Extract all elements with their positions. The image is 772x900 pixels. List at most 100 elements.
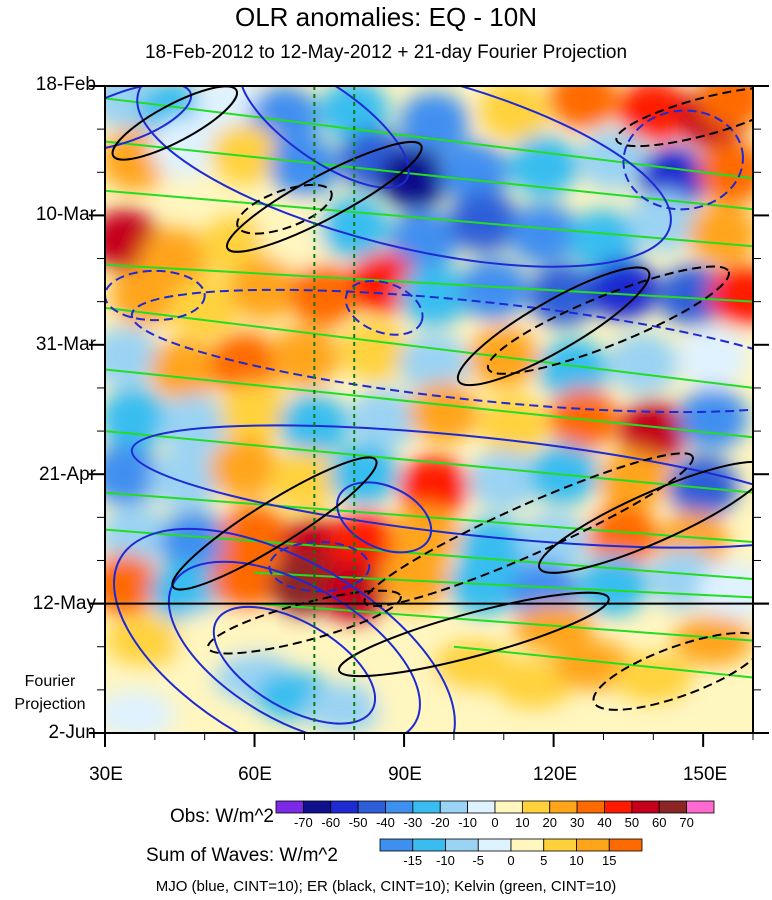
obs-colorbar-swatch: [275, 800, 304, 814]
obs-anomaly-cell: [608, 332, 679, 395]
obs-anomaly-cell: [149, 449, 220, 512]
obs-anomaly-cell: [289, 264, 360, 327]
obs-colorbar-swatch: [439, 800, 469, 814]
obs-anomaly-cell: [618, 86, 689, 142]
kelvin-contour: [105, 528, 753, 580]
er-contour: [236, 183, 333, 235]
kelvin-contour: [105, 263, 753, 303]
y-tick-label: 21-Apr: [38, 464, 96, 485]
obs-colorbar-swatch: [357, 800, 386, 814]
obs-anomaly-cell: [105, 443, 160, 506]
obs-colorbar-swatch: [658, 800, 688, 814]
obs-colorbar-tick-label: -50: [349, 815, 368, 830]
obs-anomaly-cell: [219, 381, 290, 444]
obs-anomaly-cell: [259, 203, 330, 265]
wave-anomaly-cell: [304, 683, 385, 733]
obs-colorbar-tick-label: 70: [679, 815, 693, 830]
obs-colorbar-swatch: [494, 800, 523, 814]
obs-colorbar-swatch: [686, 800, 715, 814]
obs-anomaly-cell: [159, 511, 230, 573]
er-contour: [486, 265, 730, 375]
y-tick-label: 12-May: [32, 593, 96, 614]
wave-anomaly-cell: [613, 652, 694, 703]
obs-anomaly-cell: [105, 387, 170, 450]
obs-anomaly-cell: [678, 326, 749, 388]
plot-border: [104, 85, 754, 734]
obs-anomaly-cell: [508, 203, 579, 265]
kelvin-contour: [453, 645, 753, 679]
obs-anomaly-cell: [149, 560, 220, 623]
obs-colorbar-swatch: [604, 800, 633, 814]
waves-colorbar-tick-label: -15: [403, 853, 422, 868]
mjo-contour: [105, 86, 193, 152]
obs-anomaly-cell: [618, 400, 689, 462]
mjo-contour: [130, 424, 753, 549]
obs-anomaly-cell: [339, 320, 410, 382]
x-tick-label: 150E: [682, 764, 728, 785]
y-tick-label: 18-Feb: [35, 74, 96, 95]
obs-anomaly-cell: [528, 264, 599, 327]
obs-anomaly-cell: [578, 554, 649, 616]
y-tick-label: 2-Jun: [48, 722, 96, 743]
waves-colorbar-tick-label: 0: [507, 853, 514, 868]
mjo-contour: [167, 560, 421, 733]
obs-anomaly-cell: [478, 394, 549, 456]
obs-anomaly-cell: [448, 190, 519, 253]
waves-colorbar-swatch: [608, 838, 643, 852]
obs-anomaly-cell: [105, 505, 170, 567]
obs-colorbar-swatch: [521, 800, 551, 814]
obs-colorbar-swatch: [330, 800, 359, 814]
obs-colorbar: -70 -60 -50 -40 -30 -20 -10 0 10 20 30 40 50 60 70: [275, 800, 715, 830]
waves-colorbar-swatch: [477, 838, 512, 852]
obs-colorbar-swatch: [412, 800, 441, 814]
x-tick-label: 60E: [238, 764, 272, 785]
wave-anomaly-cell: [673, 615, 753, 666]
obs-colorbar-tick-label: -40: [376, 815, 395, 830]
obs-anomaly-cell: [568, 209, 639, 271]
obs-colorbar-tick-label: -70: [294, 815, 313, 830]
obs-colorbar-tick-label: -60: [321, 815, 340, 830]
obs-anomaly-cell: [349, 387, 420, 450]
obs-anomaly-cell: [209, 122, 280, 185]
obs-anomaly-cell: [399, 264, 469, 327]
er-contour: [615, 86, 753, 148]
x-tick-label: 90E: [388, 764, 422, 785]
waves-colorbar-tick-label: 10: [569, 853, 583, 868]
waves-colorbar-swatch: [412, 838, 446, 852]
contour-layer: [105, 86, 753, 733]
er-contour: [171, 456, 378, 591]
wave-anomaly-cell: [174, 609, 255, 660]
chart-title: OLR anomalies: EQ - 10N: [234, 2, 537, 32]
obs-colorbar-swatch: [549, 800, 578, 814]
obs-anomaly-cell: [109, 264, 180, 327]
wave-anomaly-cell: [105, 615, 185, 666]
obs-anomaly-cell: [105, 326, 160, 388]
kelvin-contour: [105, 97, 753, 180]
obs-anomaly-cell: [409, 381, 479, 444]
wave-anomaly-cell: [105, 689, 175, 733]
obs-colorbar-tick-label: 50: [625, 815, 639, 830]
waves-colorbar: -15 -10 -5 0 5 10 15: [379, 838, 643, 868]
mjo-contour: [212, 605, 377, 725]
mjo-contour: [344, 279, 424, 336]
fourier-projection-label: Fourier Projection: [14, 673, 86, 713]
obs-anomaly-cell: [209, 548, 280, 610]
mjo-contour: [238, 86, 410, 189]
kelvin-contour: [105, 430, 753, 494]
obs-colorbar-tick-label: 20: [543, 815, 557, 830]
x-tick-label: 30E: [89, 764, 123, 785]
y-tick-label: 31-Mar: [35, 334, 96, 355]
waves-colorbar-swatch: [510, 838, 545, 852]
obs-anomaly-cell: [149, 338, 220, 401]
waves-colorbar-swatch: [543, 838, 577, 852]
obs-colorbar-swatch: [385, 800, 414, 814]
wave-anomaly-cell: [693, 689, 753, 733]
obs-colorbar-tick-label: 40: [597, 815, 611, 830]
obs-anomaly-cell: [468, 449, 539, 512]
obs-anomaly-cell: [698, 86, 753, 130]
obs-colorbar-tick-label: -10: [458, 815, 477, 830]
obs-colorbar-label: Obs: W/m^2: [170, 806, 274, 827]
wave-anomaly-cell: [374, 677, 454, 727]
obs-anomaly-cell: [668, 455, 739, 518]
